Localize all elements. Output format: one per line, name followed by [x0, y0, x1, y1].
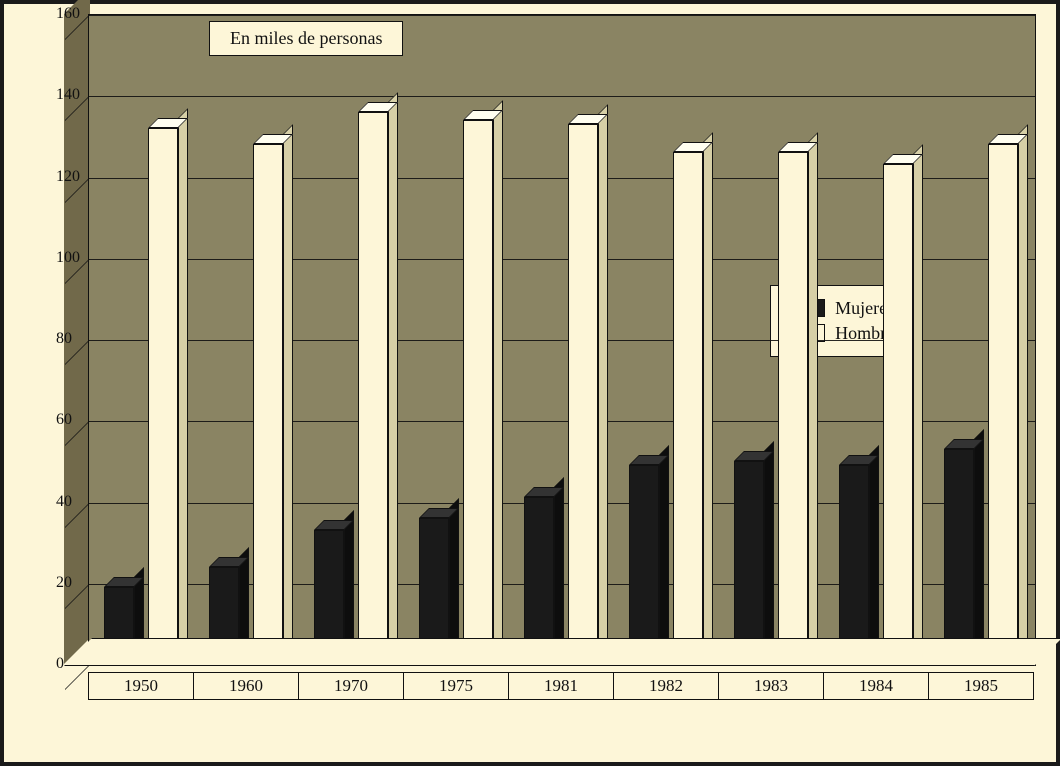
- bar-group: [719, 14, 824, 664]
- bar-hombres-side: [598, 104, 608, 654]
- bar-hombres: [883, 164, 913, 664]
- bar-hombres-front: [358, 112, 388, 665]
- bar-hombres: [568, 124, 598, 664]
- bar-mujeres: [944, 449, 974, 664]
- x-tick-label: 1950: [88, 672, 194, 700]
- bar-hombres-side: [388, 92, 398, 655]
- x-tick-label: 1985: [929, 672, 1034, 700]
- bar-hombres: [988, 144, 1018, 664]
- bar-mujeres-side: [869, 445, 879, 654]
- bar-group: [929, 14, 1034, 664]
- x-tick-label: 1981: [509, 672, 614, 700]
- bar-mujeres-side: [344, 510, 354, 654]
- bar-hombres-front: [778, 152, 808, 664]
- bar-mujeres-side: [449, 498, 459, 654]
- bar-hombres: [463, 120, 493, 664]
- y-tick-label: 60: [56, 411, 60, 429]
- x-tick-label: 1984: [824, 672, 929, 700]
- bar-hombres-side: [283, 124, 293, 654]
- bar-group: [824, 14, 929, 664]
- bar-mujeres-side: [764, 441, 774, 654]
- bar-group: [298, 14, 403, 664]
- bar-group: [403, 14, 508, 664]
- bar-group: [614, 14, 719, 664]
- x-tick-label: 1982: [614, 672, 719, 700]
- bar-hombres-side: [1018, 124, 1028, 654]
- y-tick-label: 160: [56, 5, 60, 23]
- y-tick-label: 120: [56, 168, 60, 186]
- bars-layer: [88, 14, 1034, 664]
- bar-hombres-side: [808, 132, 818, 654]
- chart-frame: En miles de personas MujeresHombres 1950…: [0, 0, 1060, 766]
- y-tick-label: 100: [56, 249, 60, 267]
- y-tick-label: 40: [56, 493, 60, 511]
- x-tick-label: 1960: [194, 672, 299, 700]
- y-tick-label: 80: [56, 330, 60, 348]
- bar-mujeres-side: [659, 445, 669, 654]
- x-tick-label: 1983: [719, 672, 824, 700]
- bar-hombres-front: [148, 128, 178, 664]
- x-axis-labels: 195019601970197519811982198319841985: [88, 672, 1034, 700]
- y-tick-label: 20: [56, 574, 60, 592]
- bar-group: [193, 14, 298, 664]
- bar-mujeres-front: [734, 461, 764, 664]
- bar-hombres-front: [463, 120, 493, 664]
- bar-hombres-front: [673, 152, 703, 664]
- bar-hombres-side: [178, 108, 188, 654]
- bar-hombres: [778, 152, 808, 664]
- bar-hombres-front: [988, 144, 1018, 664]
- bar-hombres-front: [568, 124, 598, 664]
- bar-mujeres-front: [944, 449, 974, 664]
- bar-hombres-front: [883, 164, 913, 664]
- bar-hombres-side: [703, 132, 713, 654]
- floor-3d: [64, 638, 1060, 666]
- bar-hombres-side: [493, 100, 503, 654]
- plot-area: En miles de personas MujeresHombres 1950…: [64, 14, 1034, 704]
- y-tick-label: 140: [56, 86, 60, 104]
- bar-mujeres: [839, 465, 869, 664]
- bar-mujeres-front: [629, 465, 659, 664]
- bar-group: [508, 14, 613, 664]
- bar-hombres: [358, 112, 388, 665]
- bar-mujeres-side: [554, 477, 564, 654]
- x-tick-label: 1970: [299, 672, 404, 700]
- bar-hombres-side: [913, 144, 923, 654]
- bar-mujeres-front: [839, 465, 869, 664]
- bar-mujeres-side: [974, 429, 984, 654]
- bar-mujeres: [734, 461, 764, 664]
- bar-hombres-front: [253, 144, 283, 664]
- bar-group: [88, 14, 193, 664]
- bar-hombres: [148, 128, 178, 664]
- bar-mujeres: [629, 465, 659, 664]
- bar-hombres: [673, 152, 703, 664]
- x-tick-label: 1975: [404, 672, 509, 700]
- bar-hombres: [253, 144, 283, 664]
- y-tick-label: 0: [56, 655, 60, 673]
